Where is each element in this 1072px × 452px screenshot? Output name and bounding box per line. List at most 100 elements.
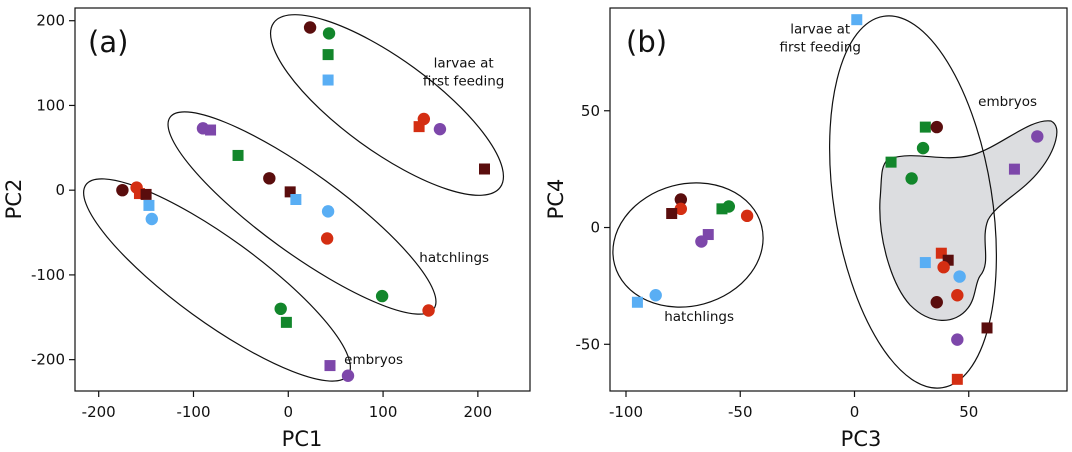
ellipse-larvae-first-feeding bbox=[829, 15, 997, 389]
x-tick-label: 200 bbox=[464, 403, 493, 421]
data-point-square bbox=[140, 188, 152, 200]
data-point-circle bbox=[375, 289, 389, 303]
x-tick-label: -100 bbox=[176, 403, 210, 421]
panel-a-x-axis-ticks: -200 -100 0 100 200 bbox=[82, 391, 493, 421]
y-tick-label: -50 bbox=[576, 335, 601, 353]
x-tick-label: -100 bbox=[609, 403, 643, 421]
plot-frame-a bbox=[74, 7, 531, 392]
group-label: hatchlings bbox=[664, 309, 734, 325]
data-point-square bbox=[716, 203, 728, 215]
data-point-square bbox=[143, 199, 155, 211]
data-point-circle bbox=[937, 261, 950, 274]
data-point-circle bbox=[916, 141, 930, 155]
data-point-circle bbox=[674, 193, 688, 206]
data-point-circle bbox=[116, 183, 129, 197]
data-point-circle bbox=[321, 205, 335, 218]
data-point-circle bbox=[303, 21, 317, 34]
panel-b-group-labels: larvae at first feeding embryos hatchlings bbox=[664, 22, 1037, 325]
data-point-square bbox=[479, 163, 490, 175]
data-point-square bbox=[935, 247, 947, 259]
y-tick-label: -100 bbox=[31, 266, 65, 284]
data-point-circle bbox=[322, 27, 336, 40]
data-point-square bbox=[702, 229, 714, 241]
data-point-square bbox=[133, 188, 145, 200]
data-point-square bbox=[919, 257, 931, 269]
x-axis-label-b: PC3 bbox=[841, 427, 882, 451]
data-point-circle bbox=[341, 369, 355, 382]
data-point-circle bbox=[951, 289, 964, 302]
panel-b-x-axis-ticks: -100 -50 0 50 bbox=[609, 391, 978, 421]
data-point-circle bbox=[674, 202, 688, 216]
y-tick-label: 50 bbox=[581, 102, 600, 120]
data-point-square bbox=[885, 156, 897, 168]
data-point-square bbox=[280, 316, 292, 328]
group-label: hatchlings bbox=[419, 250, 489, 266]
y-tick-label: 0 bbox=[590, 219, 600, 237]
ellipse-larvae-first-feeding bbox=[269, 14, 505, 196]
y-tick-label: 200 bbox=[36, 12, 65, 30]
data-point-circle bbox=[722, 200, 736, 213]
data-point-circle bbox=[740, 209, 754, 223]
y-tick-label: 0 bbox=[55, 181, 65, 199]
data-point-square bbox=[232, 149, 244, 161]
y-tick-label: 100 bbox=[36, 96, 65, 114]
data-point-square bbox=[919, 121, 931, 133]
x-tick-label: 0 bbox=[850, 403, 860, 421]
x-axis-label-a: PC1 bbox=[282, 427, 323, 451]
plot-frame-b bbox=[609, 7, 1068, 392]
ellipse-hatchlings bbox=[167, 111, 437, 315]
data-point-circle bbox=[274, 302, 287, 316]
data-point-circle bbox=[422, 304, 435, 317]
data-point-circle bbox=[1031, 130, 1044, 143]
panel-b-points bbox=[631, 14, 1044, 385]
group-label: embryos bbox=[978, 94, 1037, 110]
data-point-square bbox=[322, 74, 334, 86]
data-point-circle bbox=[930, 120, 943, 134]
panel-b-y-axis-ticks: -50 0 50 bbox=[576, 102, 610, 353]
panel-a-y-axis-ticks: -200 -100 0 100 200 bbox=[31, 12, 75, 369]
data-point-circle bbox=[320, 232, 334, 245]
y-tick-label: -200 bbox=[31, 351, 65, 369]
region-embryos bbox=[879, 120, 1058, 321]
data-point-square bbox=[322, 49, 334, 61]
x-tick-label: -50 bbox=[728, 403, 753, 421]
data-point-square bbox=[1008, 163, 1020, 175]
data-point-square bbox=[631, 296, 643, 308]
data-point-square bbox=[284, 186, 296, 198]
x-tick-label: -200 bbox=[82, 403, 116, 421]
data-point-square bbox=[205, 124, 217, 136]
group-label: larvae at first feeding bbox=[423, 55, 504, 89]
x-tick-label: 100 bbox=[369, 403, 398, 421]
data-point-circle bbox=[649, 289, 662, 302]
data-point-circle bbox=[930, 296, 943, 309]
panel-b-group-outlines bbox=[612, 15, 1058, 389]
group-label: embryos bbox=[344, 352, 403, 368]
data-point-square bbox=[942, 254, 954, 266]
data-point-square bbox=[951, 373, 963, 385]
y-axis-label-b: PC4 bbox=[544, 179, 568, 220]
panel-label-a: (a) bbox=[88, 25, 128, 59]
panel-a-group-labels: larvae at first feeding hatchlings embryos bbox=[344, 55, 504, 368]
panel-b-pc3-vs-pc4: -100 -50 0 50 -50 0 50 (b) PC3 PC4 larvae at f… bbox=[544, 7, 1068, 451]
data-point-circle bbox=[433, 122, 447, 136]
data-point-square bbox=[413, 121, 425, 133]
data-point-square bbox=[851, 14, 863, 26]
data-point-square bbox=[666, 208, 678, 220]
group-label: larvae at first feeding bbox=[779, 22, 860, 56]
data-point-square bbox=[290, 194, 302, 205]
data-point-circle bbox=[695, 235, 708, 248]
panel-a-points bbox=[116, 21, 490, 382]
ellipse-hatchlings bbox=[612, 182, 764, 308]
data-point-square bbox=[981, 322, 993, 334]
data-point-circle bbox=[953, 270, 966, 283]
data-point-circle bbox=[951, 333, 964, 346]
y-axis-label-a: PC2 bbox=[2, 179, 26, 220]
data-point-circle bbox=[905, 172, 918, 185]
x-tick-label: 50 bbox=[959, 403, 978, 421]
x-tick-label: 0 bbox=[284, 403, 294, 421]
data-point-circle bbox=[145, 212, 158, 226]
panel-label-b: (b) bbox=[626, 25, 667, 59]
data-point-square bbox=[324, 360, 336, 372]
